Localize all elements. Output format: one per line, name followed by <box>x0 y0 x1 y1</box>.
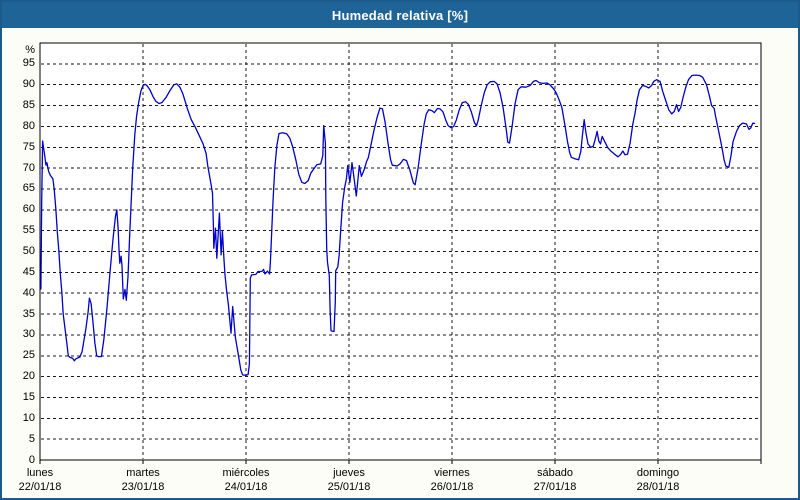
x-axis-day-label: viernes <box>434 467 470 479</box>
y-axis-label: 60 <box>22 203 35 216</box>
x-axis-day-label: martes <box>126 467 160 479</box>
y-axis-label: 0 <box>28 453 35 466</box>
humidity-chart: 0 5 10 15 20 25 30 35 40 45 50 55 60 65 70 75 80 85 90 95% l… <box>2 28 798 498</box>
x-axis-date-label: 23/01/18 <box>121 481 165 493</box>
y-axis-label: 35 <box>22 307 35 320</box>
plot-area <box>39 42 762 461</box>
y-axis-label: 70 <box>22 161 35 174</box>
y-axis-label: 15 <box>22 390 35 403</box>
y-axis-label: 75 <box>22 140 35 153</box>
window-titlebar[interactable]: Humedad relativa [%] <box>2 2 798 28</box>
window-title: Humedad relativa [%] <box>331 7 469 23</box>
chart-canvas <box>39 42 762 464</box>
x-axis-day-label: sábado <box>536 467 574 479</box>
y-axis-unit-label: % <box>25 44 35 56</box>
x-axis-date-label: 25/01/18 <box>327 481 371 493</box>
y-axis-label: 65 <box>22 182 35 195</box>
humidity-line <box>40 74 756 376</box>
x-axis-day-label: lunes <box>26 467 54 479</box>
x-axis-date-label: 22/01/18 <box>18 481 62 493</box>
y-axis-label: 50 <box>22 245 35 257</box>
x-axis-date-label: 24/01/18 <box>224 481 268 493</box>
y-axis-label: 90 <box>22 78 35 91</box>
y-axis-label: 20 <box>22 370 35 383</box>
y-axis-label: 55 <box>22 224 35 237</box>
x-axis-date-label: 28/01/18 <box>636 481 680 493</box>
y-axis-label: 80 <box>22 119 35 132</box>
x-axis-date-label: 27/01/18 <box>533 481 577 493</box>
x-axis-day-label: jueves <box>333 467 365 479</box>
x-axis-day-label: miércoles <box>222 467 270 479</box>
y-axis-label: 5 <box>28 432 35 445</box>
y-axis-label: 45 <box>22 265 35 278</box>
y-axis-label: 10 <box>22 411 35 424</box>
y-axis-label: 40 <box>22 286 35 299</box>
x-axis-day-label: domingo <box>636 467 680 479</box>
y-axis-label: 25 <box>22 349 35 362</box>
x-axis-date-label: 26/01/18 <box>430 481 474 493</box>
y-axis-label: 85 <box>22 99 35 112</box>
y-axis-label: 95 <box>22 57 35 70</box>
y-axis-label: 30 <box>22 328 35 341</box>
